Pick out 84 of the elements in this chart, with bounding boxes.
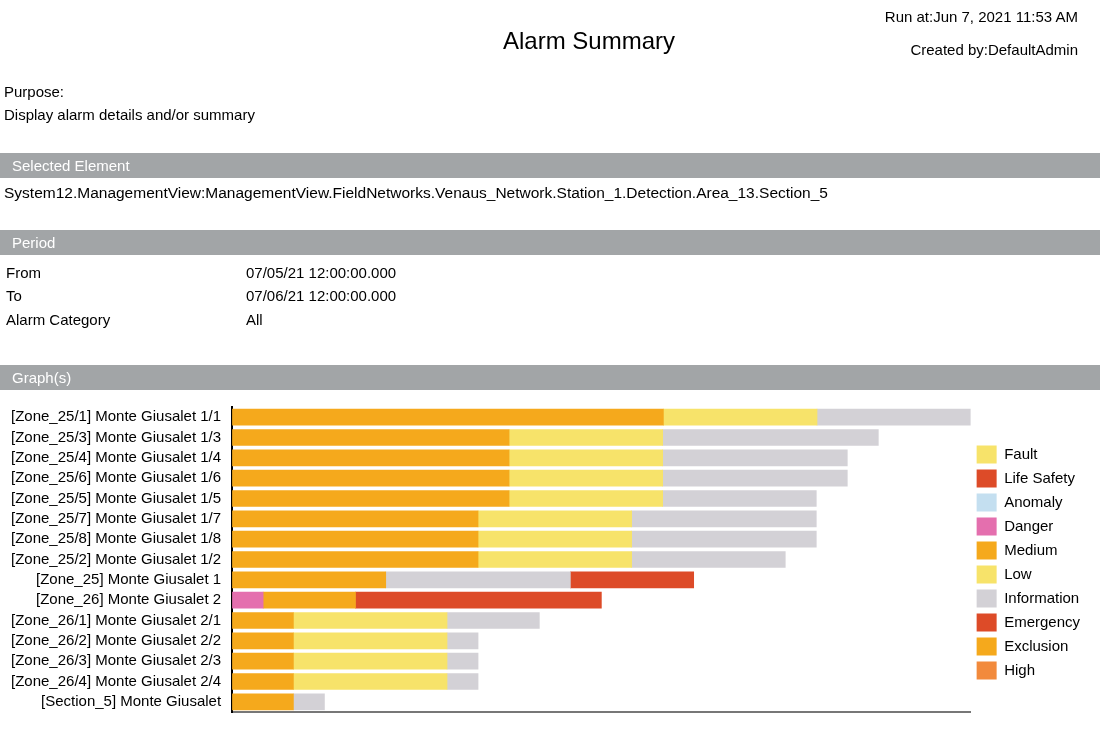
bar bbox=[355, 591, 602, 609]
y-tick-label: [Zone_25/6] Monte Giusalet 1/6 bbox=[10, 468, 222, 486]
bar bbox=[232, 408, 664, 426]
y-tick-label: [Zone_25/1] Monte Giusalet 1/1 bbox=[10, 407, 222, 425]
y-tick-label: [Zone_25/4] Monte Giusalet 1/4 bbox=[10, 447, 222, 465]
text: Selected Element bbox=[0, 153, 1100, 178]
bar bbox=[293, 632, 448, 650]
text: To bbox=[6, 287, 22, 304]
bar bbox=[293, 652, 448, 670]
bar bbox=[631, 551, 786, 568]
bar bbox=[262, 591, 356, 609]
bar bbox=[293, 673, 448, 690]
text: Period bbox=[0, 230, 1100, 255]
bar bbox=[232, 632, 294, 650]
bar bbox=[446, 652, 479, 670]
legend-label: Information bbox=[1004, 588, 1080, 606]
text: Run at:Jun 7, 2021 11:53 AM bbox=[884, 8, 1078, 25]
bar bbox=[508, 469, 664, 487]
text: Alarm Category bbox=[6, 311, 111, 328]
bar bbox=[232, 612, 294, 629]
bar bbox=[508, 449, 664, 467]
y-tick-label: [Zone_25/8] Monte Giusalet 1/8 bbox=[10, 529, 222, 547]
legend-label: Exclusion bbox=[1004, 636, 1069, 654]
bar bbox=[477, 551, 632, 568]
legend-label: Danger bbox=[1004, 516, 1054, 534]
legend-label: Life Safety bbox=[1004, 468, 1076, 486]
y-tick-label: [Zone_25/7] Monte Giusalet 1/7 bbox=[10, 508, 222, 526]
text: From bbox=[6, 264, 41, 281]
bar bbox=[662, 469, 848, 487]
bar bbox=[508, 429, 664, 446]
text: Graph(s) bbox=[0, 365, 1100, 390]
bar bbox=[446, 612, 540, 629]
y-tick-label: [Zone_26/2] Monte Giusalet 2/2 bbox=[10, 630, 222, 648]
bar bbox=[662, 490, 817, 507]
bar bbox=[232, 551, 479, 568]
text: Display alarm details and/or summary bbox=[4, 106, 255, 123]
text: Created by:DefaultAdmin bbox=[910, 41, 1078, 58]
y-tick-label: [Zone_25/2] Monte Giusalet 1/2 bbox=[10, 549, 222, 567]
legend-label: Anomaly bbox=[1004, 492, 1063, 510]
bar bbox=[662, 449, 848, 467]
bar bbox=[293, 612, 448, 629]
bar bbox=[508, 490, 664, 507]
bar bbox=[816, 408, 971, 426]
legend-label: High bbox=[1004, 660, 1035, 678]
bar bbox=[232, 693, 294, 711]
y-tick-label: [Zone_26] Monte Giusalet 2 bbox=[36, 590, 222, 608]
bar bbox=[232, 652, 294, 670]
bar bbox=[232, 490, 510, 507]
legend-label: Emergency bbox=[1004, 612, 1081, 630]
bar bbox=[477, 530, 632, 548]
y-tick-label: [Zone_26/1] Monte Giusalet 2/1 bbox=[10, 610, 222, 628]
bar bbox=[662, 429, 879, 446]
y-tick-label: [Zone_25/3] Monte Giusalet 1/3 bbox=[10, 427, 222, 445]
bar bbox=[232, 449, 510, 467]
y-tick-label: [Zone_26/3] Monte Giusalet 2/3 bbox=[10, 651, 222, 669]
chart-title: Alarm Summary bbox=[502, 27, 676, 54]
bar bbox=[446, 673, 479, 690]
y-tick-label: [Zone_25] Monte Giusalet 1 bbox=[36, 569, 222, 587]
legend-label: Low bbox=[1004, 564, 1032, 582]
bar bbox=[232, 429, 510, 446]
text: 07/06/21 12:00:00.000 bbox=[246, 287, 397, 304]
bar bbox=[232, 673, 294, 690]
bar bbox=[631, 530, 817, 548]
text: Purpose: bbox=[4, 83, 65, 100]
bar bbox=[631, 510, 817, 528]
bar bbox=[232, 510, 479, 528]
bar bbox=[385, 571, 571, 589]
y-tick-label: [Zone_26/4] Monte Giusalet 2/4 bbox=[10, 671, 222, 689]
bar bbox=[232, 591, 264, 609]
bar bbox=[232, 571, 387, 589]
bar bbox=[232, 530, 479, 548]
bar bbox=[570, 571, 695, 589]
bar bbox=[446, 632, 479, 650]
y-tick-label: [Zone_25/5] Monte Giusalet 1/5 bbox=[10, 488, 222, 506]
bar bbox=[232, 469, 510, 487]
text: 07/05/21 12:00:00.000 bbox=[246, 264, 397, 281]
bar bbox=[293, 693, 325, 711]
legend-label: Medium bbox=[1004, 540, 1058, 558]
bar bbox=[663, 408, 818, 426]
y-tick-label: [Section_5] Monte Giusalet bbox=[41, 691, 222, 709]
text: All bbox=[246, 311, 263, 328]
legend-label: Fault bbox=[1004, 444, 1039, 462]
text: System12.ManagementView:ManagementView.FieldNetworks.Venaus_Network.Station_1.Detection.Area_13.Section_5 bbox=[4, 184, 828, 202]
bar bbox=[477, 510, 632, 528]
